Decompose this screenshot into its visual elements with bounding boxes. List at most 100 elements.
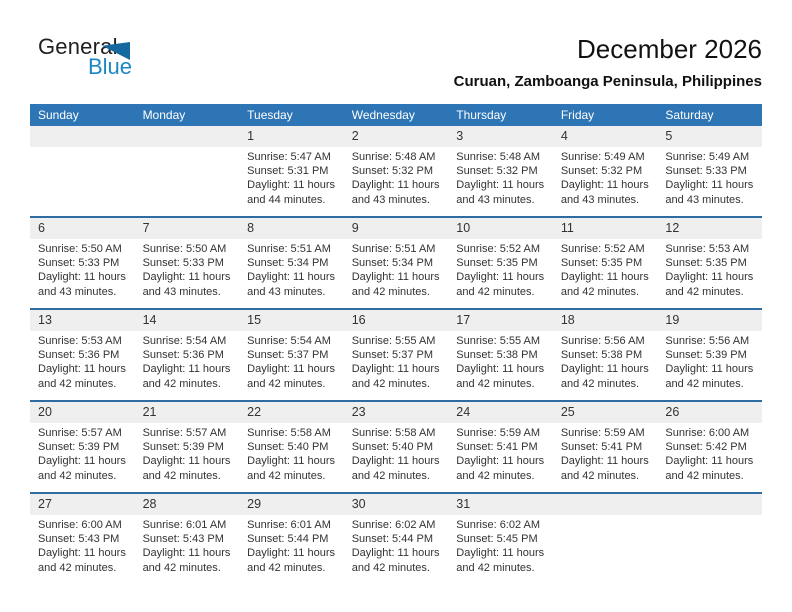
day-detail-line: and 43 minutes. — [38, 285, 117, 298]
day-detail-line: Sunset: 5:41 PM — [560, 441, 643, 454]
empty-day-number — [657, 494, 762, 515]
day-detail-line: Sunset: 5:32 PM — [456, 165, 538, 178]
empty-day-number — [135, 126, 240, 147]
empty-cell — [657, 515, 762, 584]
day-detail-line: Sunset: 5:36 PM — [142, 349, 224, 362]
day-detail-line: Daylight: 11 hours — [351, 363, 440, 376]
day-detail-line: Daylight: 11 hours — [456, 363, 545, 376]
day-detail-line: Sunset: 5:44 PM — [247, 533, 329, 546]
day-detail-line: Sunset: 5:35 PM — [456, 257, 538, 270]
day-number: 25 — [560, 405, 575, 419]
weekday-header-monday: Monday — [142, 108, 186, 122]
day-cell: Sunrise: 5:55 AM Sunset: 5:38 PM Daylight:… — [448, 331, 553, 400]
day-detail-line: Sunset: 5:32 PM — [351, 165, 434, 178]
day-number: 16 — [351, 313, 366, 327]
day-number: 10 — [456, 221, 471, 235]
day-detail-line: Daylight: 11 hours — [351, 455, 440, 468]
day-cell: Sunrise: 5:51 AM Sunset: 5:34 PM Daylight:… — [344, 239, 449, 308]
day-number-band: 20 21 22 23 24 25 26 — [30, 402, 762, 423]
week-row: 13 14 15 16 17 18 19 Sunrise: 5:53 AM Sunset: 5:… — [30, 308, 762, 400]
week-row: 1 2 3 4 5 Sunrise: 5:47 AM Sunset: 5:31 PM Dayl… — [30, 126, 762, 216]
day-detail-line: Daylight: 11 hours — [560, 363, 649, 376]
day-detail-line: Sunset: 5:41 PM — [456, 441, 538, 454]
day-detail-line: Daylight: 11 hours — [142, 455, 231, 468]
day-detail-line: Sunset: 5:43 PM — [38, 533, 120, 546]
logo-text-general: General — [38, 34, 118, 59]
day-number: 8 — [247, 221, 255, 235]
day-detail-line: Sunset: 5:32 PM — [560, 165, 643, 178]
day-cell: Sunrise: 6:02 AM Sunset: 5:44 PM Daylight:… — [344, 515, 449, 584]
day-detail-line: Sunrise: 5:50 AM — [38, 243, 122, 255]
day-detail-line: Sunrise: 5:54 AM — [247, 335, 331, 347]
day-detail-line: and 42 minutes. — [142, 469, 221, 482]
day-number: 23 — [351, 405, 366, 419]
day-detail-line: Sunrise: 5:57 AM — [38, 427, 122, 439]
day-detail-line: and 42 minutes. — [665, 377, 744, 390]
day-detail-line: Sunrise: 6:00 AM — [665, 427, 750, 439]
day-detail-line: Sunset: 5:33 PM — [38, 257, 120, 270]
day-detail-line: Sunrise: 5:48 AM — [351, 151, 436, 163]
day-detail-line: Sunrise: 5:59 AM — [456, 427, 541, 439]
day-detail-line: and 42 minutes. — [38, 377, 117, 390]
day-cell: Sunrise: 6:02 AM Sunset: 5:45 PM Daylight:… — [448, 515, 553, 584]
day-detail-line: Sunrise: 6:00 AM — [38, 519, 122, 531]
day-detail-line: Sunset: 5:37 PM — [247, 349, 329, 362]
day-number: 5 — [665, 129, 673, 143]
day-number-band: 27 28 29 30 31 — [30, 494, 762, 515]
calendar-weeks: 1 2 3 4 5 Sunrise: 5:47 AM Sunset: 5:31 PM Dayl… — [30, 126, 762, 584]
day-detail-line: Daylight: 11 hours — [560, 455, 649, 468]
day-detail-line: Sunset: 5:34 PM — [351, 257, 434, 270]
day-detail-line: Sunset: 5:33 PM — [665, 165, 747, 178]
day-detail-line: Sunset: 5:44 PM — [351, 533, 434, 546]
day-detail-line: Daylight: 11 hours — [247, 455, 335, 468]
day-detail-line: Sunset: 5:39 PM — [665, 349, 747, 362]
day-detail-line: Sunrise: 5:47 AM — [247, 151, 331, 163]
day-detail-line: Sunrise: 5:53 AM — [38, 335, 122, 347]
day-number: 9 — [351, 221, 359, 235]
day-detail-line: and 42 minutes. — [560, 469, 640, 482]
week-row: 6 7 8 9 10 11 12 Sunrise: 5:50 AM Sunset: 5:33 P… — [30, 216, 762, 308]
day-detail-line: and 42 minutes. — [38, 469, 117, 482]
day-number-band: 6 7 8 9 10 11 12 — [30, 218, 762, 239]
day-detail-line: Sunset: 5:38 PM — [456, 349, 538, 362]
day-detail-line: and 42 minutes. — [142, 377, 221, 390]
empty-cell — [135, 147, 240, 216]
day-cell: Sunrise: 6:00 AM Sunset: 5:42 PM Daylight:… — [657, 423, 762, 492]
day-detail-line: and 42 minutes. — [351, 285, 430, 298]
day-detail-line: Sunrise: 5:58 AM — [247, 427, 331, 439]
week-row: 27 28 29 30 31 Sunrise: 6:00 AM Sunset: 5:43 P… — [30, 492, 762, 584]
day-detail-line: Sunrise: 5:51 AM — [247, 243, 331, 255]
day-number: 13 — [38, 313, 52, 327]
day-detail-line: Sunrise: 6:01 AM — [247, 519, 331, 531]
day-detail-line: and 42 minutes. — [247, 469, 326, 482]
day-detail-line: Daylight: 11 hours — [665, 363, 754, 376]
calendar-table: Sunday Monday Tuesday Wednesday Thursday Frid… — [30, 104, 762, 584]
day-detail-line: and 42 minutes. — [456, 285, 535, 298]
day-number: 26 — [665, 405, 680, 419]
week-row: 20 21 22 23 24 25 26 Sunrise: 5:57 AM Sunset: 5:… — [30, 400, 762, 492]
day-detail-line: Daylight: 11 hours — [247, 363, 335, 376]
day-cell: Sunrise: 5:51 AM Sunset: 5:34 PM Daylight:… — [239, 239, 344, 308]
day-detail-line: Sunrise: 5:55 AM — [351, 335, 436, 347]
day-number: 2 — [351, 129, 359, 143]
day-detail-line: Daylight: 11 hours — [560, 179, 649, 192]
day-number: 11 — [560, 221, 574, 235]
day-detail-line: Daylight: 11 hours — [247, 547, 335, 560]
day-detail-line: Sunrise: 5:58 AM — [351, 427, 436, 439]
day-detail-line: Daylight: 11 hours — [665, 455, 754, 468]
week-content-row: Sunrise: 5:57 AM Sunset: 5:39 PM Daylight:… — [30, 423, 762, 492]
empty-cell — [553, 515, 658, 584]
day-detail-line: Daylight: 11 hours — [456, 547, 545, 560]
day-detail-line: Daylight: 11 hours — [142, 547, 231, 560]
day-number-band: 1 2 3 4 5 — [30, 126, 762, 147]
day-number: 7 — [142, 221, 150, 235]
day-detail-line: Sunrise: 5:57 AM — [142, 427, 227, 439]
weekday-header-friday: Friday — [560, 108, 595, 122]
day-number: 17 — [456, 313, 471, 327]
weekday-header-wednesday: Wednesday — [351, 108, 415, 122]
day-cell: Sunrise: 5:49 AM Sunset: 5:33 PM Daylight:… — [657, 147, 762, 216]
day-detail-line: Sunset: 5:40 PM — [247, 441, 329, 454]
day-detail-line: Sunset: 5:35 PM — [560, 257, 643, 270]
day-number: 20 — [38, 405, 52, 419]
day-detail-line: Daylight: 11 hours — [38, 363, 126, 376]
